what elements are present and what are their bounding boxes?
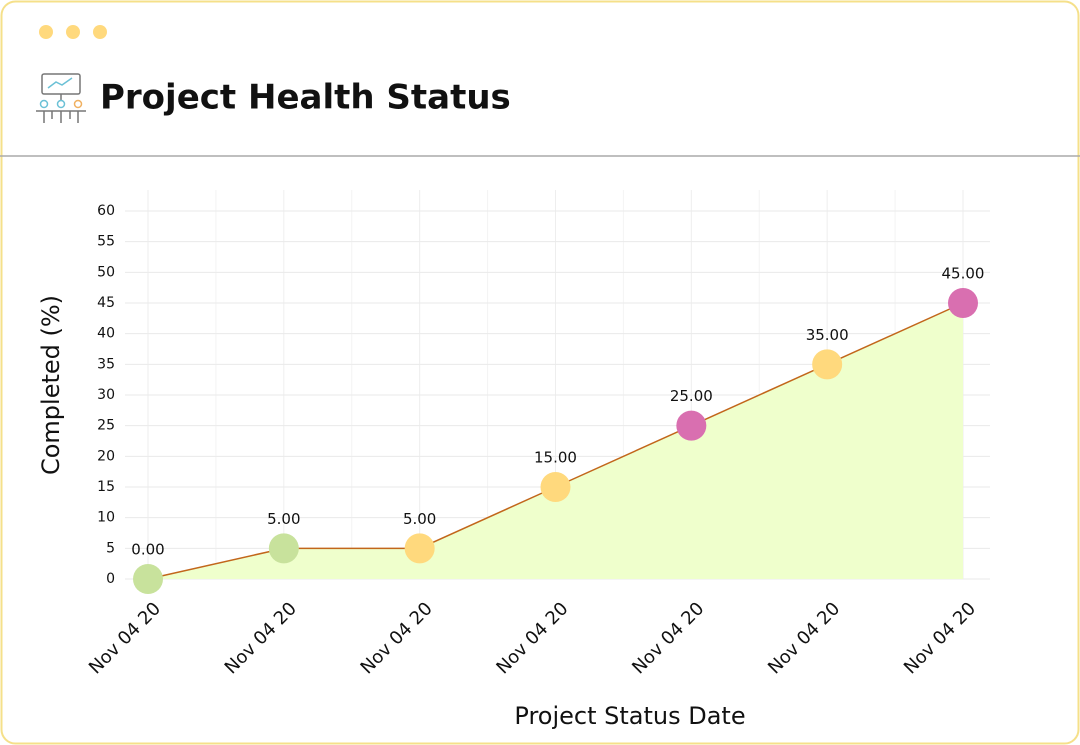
y-tick-label: 15 [97, 479, 115, 495]
data-point [676, 410, 707, 441]
y-tick-label: 5 [106, 540, 115, 556]
title-icon [36, 73, 86, 123]
y-tick-label: 10 [97, 510, 115, 526]
data-label: 25.00 [670, 387, 713, 405]
data-label: 45.00 [942, 265, 985, 283]
data-point [133, 564, 163, 594]
y-axis-label: Completed (%) [37, 295, 65, 475]
x-axis-label: Project Status Date [514, 702, 745, 730]
y-tick-label: 0 [106, 571, 115, 587]
window-dot [66, 25, 80, 39]
y-tick-label: 25 [97, 418, 115, 434]
window-dot [39, 25, 53, 39]
y-tick-label: 55 [97, 234, 115, 250]
area [148, 303, 963, 579]
data-point [540, 472, 571, 502]
data-point [948, 288, 978, 318]
y-tick-label: 40 [97, 326, 115, 342]
data-point [812, 349, 843, 380]
y-tick-label: 60 [97, 203, 115, 219]
data-label: 35.00 [806, 326, 849, 344]
window-dot [93, 25, 107, 39]
data-label: 15.00 [534, 449, 577, 467]
data-label: 5.00 [403, 510, 436, 528]
y-tick-label: 45 [97, 295, 115, 311]
y-tick-label: 50 [97, 264, 115, 280]
data-label: 0.00 [131, 541, 164, 559]
data-point [268, 533, 299, 564]
data-label: 5.00 [267, 510, 300, 528]
y-tick-label: 20 [97, 448, 115, 464]
y-tick-label: 35 [97, 356, 115, 372]
y-tick-label: 30 [97, 387, 115, 403]
page-title: Project Health Status [100, 78, 511, 118]
data-point [404, 533, 435, 564]
